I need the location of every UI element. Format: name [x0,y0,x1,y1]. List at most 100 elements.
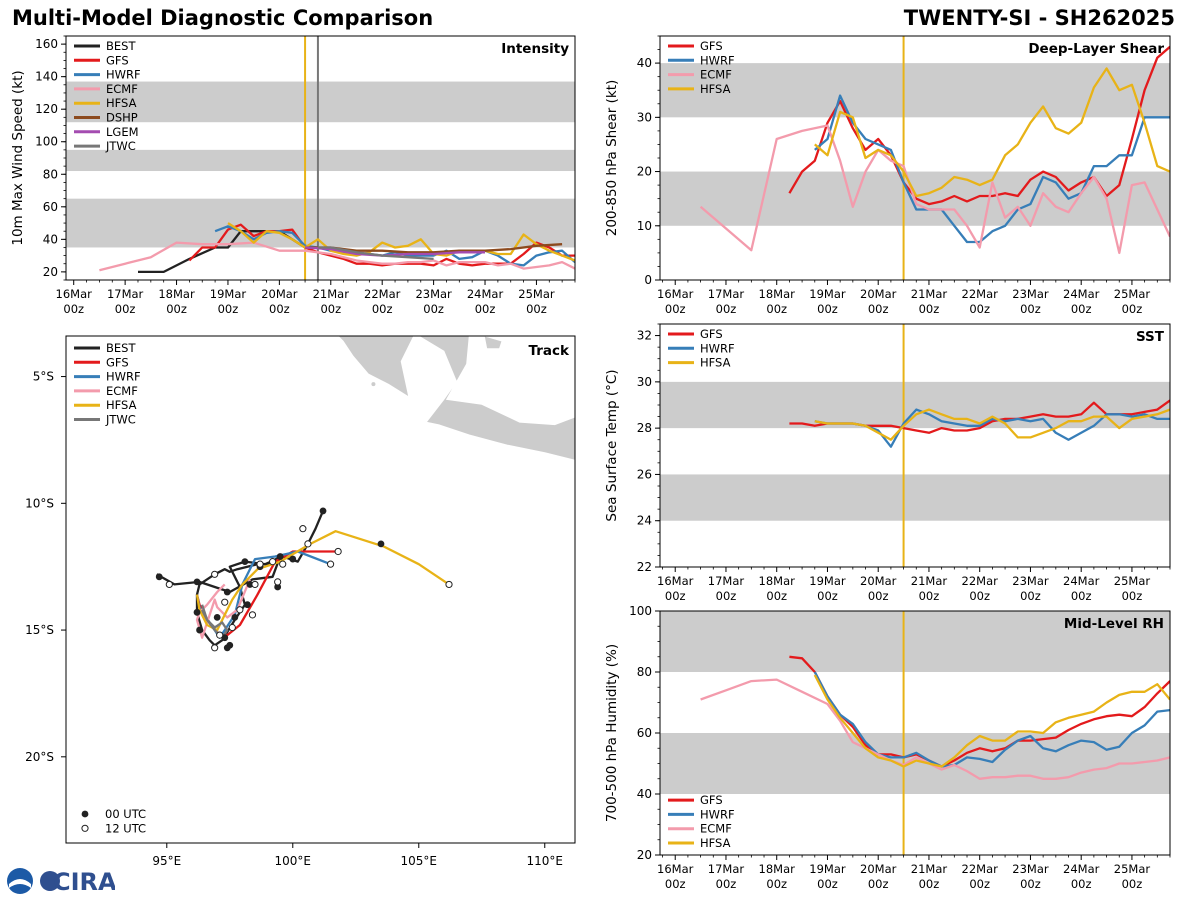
y-tick-label: 40 [43,232,58,246]
legend-item-hfsa[interactable]: HFSA [668,836,731,850]
x-tick-label-hour: 00z [1122,302,1143,316]
x-tick-label-day: 24Mar [1063,574,1100,588]
series-line-hwrf[interactable] [814,94,1170,244]
legend-label: ECMF [700,68,732,82]
x-tick-label-hour: 00z [665,589,686,603]
track-line-jtwc[interactable] [201,604,229,639]
series-line-hfsa[interactable] [814,408,1170,441]
marker-12utc [256,560,264,568]
x-tick-label-day: 19Mar [210,287,247,301]
panel-title: SST [1136,329,1165,345]
legend-item-hfsa[interactable]: HFSA [74,96,137,110]
marker-12utc [279,560,287,568]
x-tick-label-hour: 00z [969,589,990,603]
marker-00utc [193,578,201,586]
track-line-ecmf[interactable] [195,578,251,639]
legend-item-ecmf[interactable]: ECMF [74,384,138,398]
legend-item-jtwc[interactable]: JTWC [74,413,136,427]
y-axis-label: Sea Surface Temp (°C) [604,369,620,521]
marker-00utc [231,613,239,621]
y-tick-label: 30 [637,375,652,389]
series-line-hfsa[interactable] [813,674,1170,768]
chart-sst: 22242628303216Mar00z17Mar00z18Mar00z19Ma… [604,323,1171,603]
series-line-hwrf[interactable] [813,671,1170,768]
legend-label: HFSA [106,398,137,412]
legend-item-gfs[interactable]: GFS [74,53,129,67]
lat-tick-label: 15°S [25,623,54,637]
map-frame [65,335,576,844]
legend-item-jtwc[interactable]: JTWC [74,139,136,153]
x-tick-label-hour: 00z [218,302,239,316]
marker-12utc [228,623,236,632]
series-line-gfs[interactable] [788,45,1170,206]
y-tick-label: 100 [629,604,652,618]
legend-item-gfs[interactable]: GFS [668,793,723,807]
chart-track: 95°E 100°E 105°E 110°E 5°S 10°S 15°S 20°S Track B… [25,335,576,868]
series-line-hfsa[interactable] [227,222,575,262]
x-tick-label-day: 23Mar [415,287,452,301]
y-tick-label: 100 [35,135,58,149]
series-line-hwrf[interactable] [814,408,1170,448]
series-line-ecmf[interactable] [700,678,1170,780]
series-line-jtwc[interactable] [317,246,434,261]
track-line-hfsa[interactable] [195,530,450,632]
marker-legend-item: 00 UTC [81,807,146,821]
panel-title: Intensity [501,41,569,57]
series-line-hfsa[interactable] [814,67,1170,198]
landmass [483,336,503,350]
x-tick-label-hour: 00z [1020,589,1041,603]
marker-00utc [196,626,203,634]
legend-item-gfs[interactable]: GFS [668,39,723,53]
y-tick-label: 30 [637,110,652,124]
legend-item-hwrf[interactable]: HWRF [668,53,735,67]
threshold-band [66,81,575,123]
legend-item-gfs[interactable]: GFS [74,355,129,369]
legend-item-hwrf[interactable]: HWRF [668,341,735,355]
y-tick-label: 20 [43,265,58,279]
series-line-ecmf[interactable] [99,241,575,272]
legend-item-hfsa[interactable]: HFSA [668,82,731,96]
marker-00utc [276,553,284,560]
y-tick-label: 80 [43,167,58,181]
legend-item-hfsa[interactable]: HFSA [668,356,731,370]
x-tick-label-day: 18Mar [759,862,796,876]
legend-item-hwrf[interactable]: HWRF [74,370,141,384]
legend-label: HWRF [700,53,735,67]
legend-item-ecmf[interactable]: ECMF [668,822,732,836]
legend-item-best[interactable]: BEST [74,39,136,53]
x-tick-label-hour: 00z [166,302,187,316]
y-tick-label: 60 [43,200,58,214]
series-line-gfs[interactable] [789,655,1170,768]
x-tick-label-hour: 00z [868,302,889,316]
globe-icon [40,871,60,891]
legend-item-hwrf[interactable]: HWRF [668,807,735,821]
lat-tick-label: 20°S [25,750,54,764]
marker-12utc [274,578,282,586]
series-line-lgem[interactable] [305,246,485,257]
marker-12utc [299,525,307,533]
legend-item-ecmf[interactable]: ECMF [668,68,732,82]
legend-item-lgem[interactable]: LGEM [74,125,139,139]
x-tick-label-day: 20Mar [860,574,897,588]
y-axis-label: 700-500 hPa Humidity (%) [604,644,620,822]
marker-00utc [274,583,282,591]
marker-00utc [319,507,327,515]
x-tick-label-day: 22Mar [962,287,999,301]
y-tick-label: 32 [637,329,652,343]
legend-item-dshp[interactable]: DSHP [74,111,138,125]
marker-12utc [326,560,335,568]
threshold-band [660,733,1170,794]
x-tick-label-hour: 00z [1020,877,1041,891]
legend-item-ecmf[interactable]: ECMF [74,82,138,96]
marker-legend-label: 12 UTC [105,821,146,835]
y-tick-label: 60 [637,726,652,740]
y-tick-label: 40 [637,56,652,70]
marker-00utc [244,601,251,609]
legend-item-hwrf[interactable]: HWRF [74,68,141,82]
x-tick-label-day: 20Mar [261,287,298,301]
x-tick-label-day: 16Mar [657,862,694,876]
legend-item-gfs[interactable]: GFS [668,327,723,341]
x-tick-label-day: 21Mar [911,574,948,588]
legend-item-best[interactable]: BEST [74,341,136,355]
legend-item-hfsa[interactable]: HFSA [74,398,137,412]
